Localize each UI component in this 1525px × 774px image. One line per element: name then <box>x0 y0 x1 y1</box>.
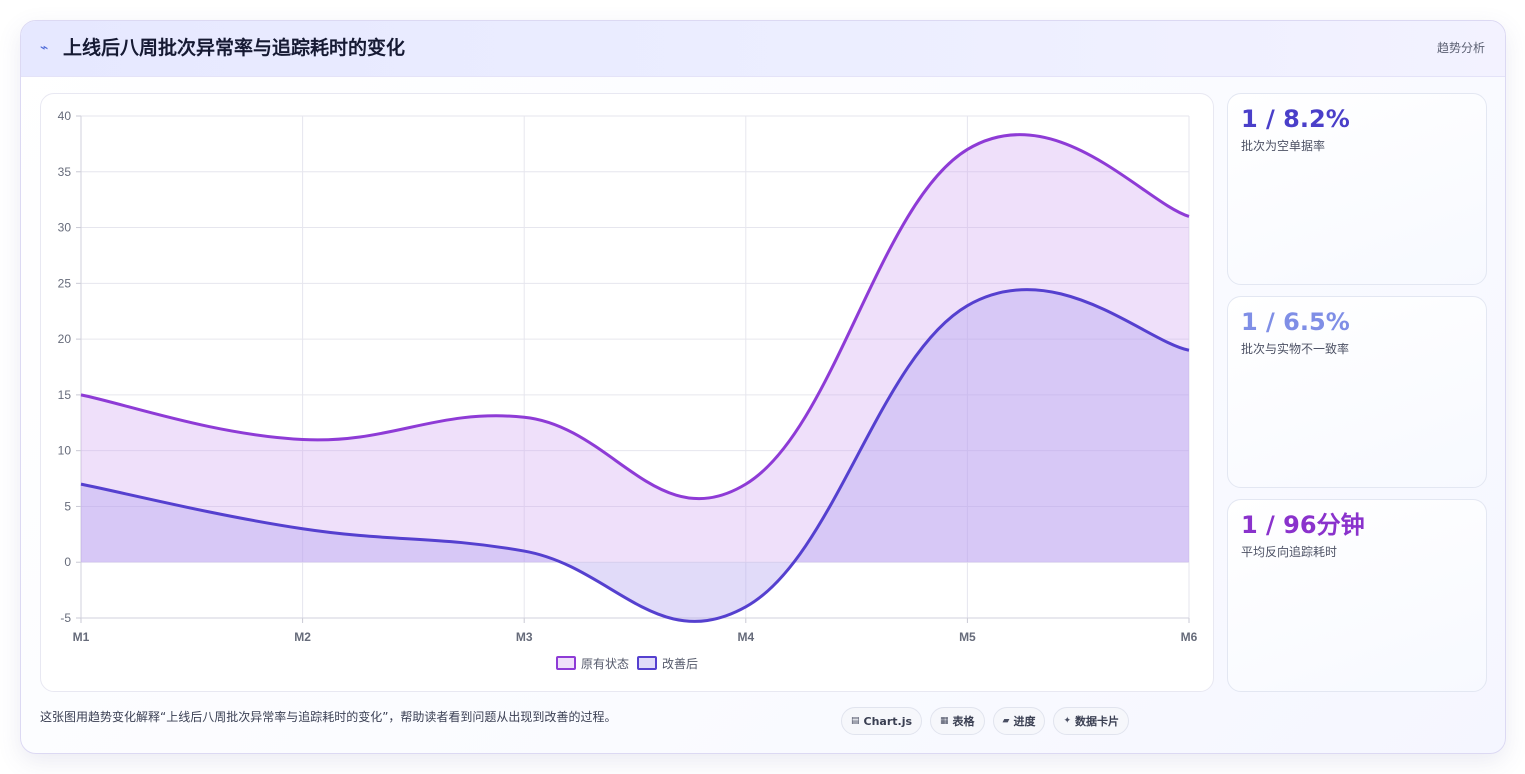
line-area-chart: -5 0 5 10 15 20 25 30 35 40 M1 M2 M3 M4 M5 M6 <box>58 109 1198 644</box>
y-tick-label: 40 <box>58 109 72 123</box>
x-tick-label: M4 <box>737 630 754 644</box>
card-header: ⌁ 上线后八周批次异常率与追踪耗时的变化 趋势分析 <box>21 21 1505 77</box>
chip-label: 数据卡片 <box>1075 715 1120 728</box>
series-area-0 <box>81 134 1189 563</box>
y-tick-label: -5 <box>60 611 71 625</box>
chip-progress[interactable]: ▰ 进度 <box>992 707 1046 735</box>
x-tick-label: M2 <box>294 630 311 644</box>
stat-value: 1 / 96分钟 <box>1241 511 1365 539</box>
legend-swatch-improved <box>637 656 657 670</box>
legend-item-original[interactable]: 原有状态 <box>555 654 629 672</box>
legend-item-improved[interactable]: 改善后 <box>637 654 698 672</box>
stat-label: 批次与实物不一致率 <box>1241 342 1350 356</box>
page-title: 上线后八周批次异常率与追踪耗时的变化 <box>63 37 406 59</box>
legend-swatch-original <box>555 656 576 670</box>
chip-label: 表格 <box>952 715 975 728</box>
chip-data-cards[interactable]: ✦ 数据卡片 <box>1053 707 1130 735</box>
chart-legend: 原有状态 改善后 <box>41 654 1213 672</box>
legend-label-original: 原有状态 <box>580 656 629 671</box>
chart-card: ⌁ 上线后八周批次异常率与追踪耗时的变化 趋势分析 -5 0 5 10 15 20 25 30… <box>20 20 1506 754</box>
x-tick-label: M6 <box>1181 630 1198 644</box>
grid-icon: ▦ <box>940 716 949 726</box>
chart-panel: -5 0 5 10 15 20 25 30 35 40 M1 M2 M3 M4 M5 M6 原有状态 改善后 <box>40 93 1214 692</box>
legend-label-improved: 改善后 <box>662 656 699 671</box>
stat-card-empty-batch: 1 / 8.2% 批次为空单据率 <box>1227 93 1487 285</box>
stat-label: 平均反向追踪耗时 <box>1241 545 1338 559</box>
chip-label: Chart.js <box>863 714 913 728</box>
y-tick-label: 25 <box>58 276 72 290</box>
progress-icon: ▰ <box>1002 716 1010 726</box>
x-tick-label: M1 <box>73 630 90 644</box>
chip-label: 进度 <box>1013 715 1036 728</box>
y-tick-label: 15 <box>58 388 72 402</box>
y-tick-label: 20 <box>58 332 72 346</box>
y-tick-label: 0 <box>64 555 71 569</box>
series-area-1 <box>81 289 1189 622</box>
stat-card-trace-time: 1 / 96分钟 平均反向追踪耗时 <box>1227 499 1487 692</box>
sparkle-icon: ✦ <box>1063 716 1072 726</box>
analysis-type-tag: 趋势分析 <box>1436 41 1485 55</box>
lightning-icon: ⌁ <box>40 40 49 56</box>
stat-card-mismatch: 1 / 6.5% 批次与实物不一致率 <box>1227 296 1487 488</box>
y-tick-label: 30 <box>58 221 72 235</box>
table-icon: ▤ <box>851 716 860 726</box>
y-tick-label: 10 <box>58 444 72 458</box>
chip-chartjs[interactable]: ▤ Chart.js <box>841 707 923 735</box>
series-line-0 <box>80 133 1190 500</box>
stat-value: 1 / 8.2% <box>1241 105 1350 133</box>
y-tick-label: 35 <box>58 165 72 179</box>
x-tick-label: M3 <box>516 630 533 644</box>
chip-table[interactable]: ▦ 表格 <box>930 707 985 735</box>
series-line-1 <box>80 288 1190 623</box>
chart-description: 这张图用趋势变化解释“上线后八周批次异常率与追踪耗时的变化”，帮助读者看到问题从… <box>40 710 617 724</box>
stat-label: 批次为空单据率 <box>1241 139 1326 153</box>
stat-value: 1 / 6.5% <box>1241 308 1350 336</box>
tech-chips: ▤ Chart.js ▦ 表格 ▰ 进度 ✦ 数据卡片 <box>841 707 1130 735</box>
x-tick-label: M5 <box>959 630 976 644</box>
y-tick-label: 5 <box>64 499 71 513</box>
